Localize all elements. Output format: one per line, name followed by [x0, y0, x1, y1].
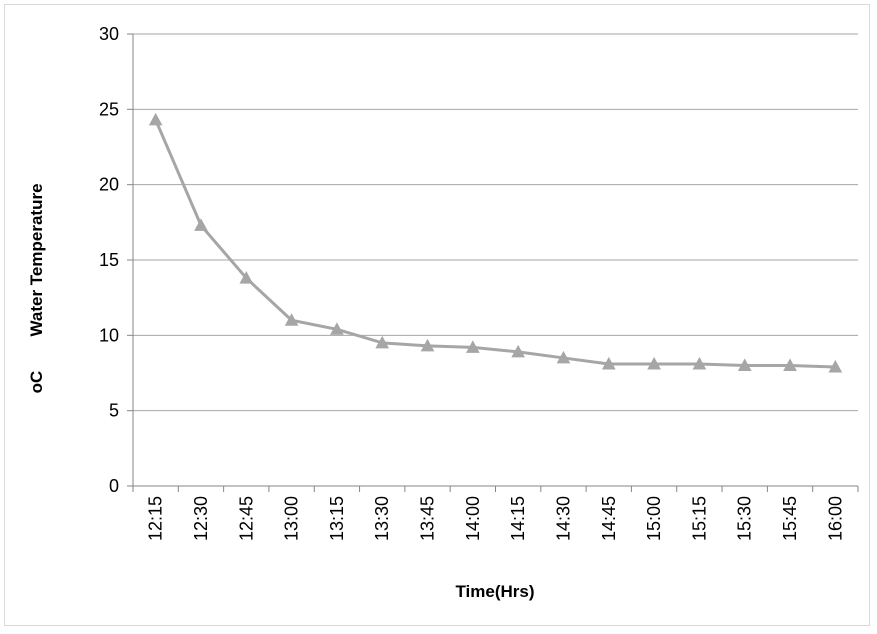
data-point-marker: [601, 356, 616, 370]
data-point-marker: [284, 313, 299, 326]
x-tick-label: 13:15: [327, 496, 347, 541]
y-tick-label: 30: [99, 24, 119, 44]
x-axis-ticks: 12:15 12:30 12:45 13:00 13:15 13:30 13:45 14:00…: [132, 486, 859, 541]
x-tick-label: 13:45: [418, 496, 438, 541]
x-tick-label: 15:15: [689, 496, 709, 541]
x-tick-label: 14:00: [463, 496, 483, 541]
data-point-marker: [420, 338, 435, 352]
x-tick-label: 13:00: [282, 496, 302, 541]
data-point-marker: [737, 358, 752, 371]
data-point-marker: [330, 322, 344, 335]
data-point-marker: [783, 358, 797, 371]
chart-frame: [4, 4, 870, 626]
y-tick-label: 20: [99, 175, 119, 195]
data-point-marker: [647, 356, 661, 370]
data-point-marker: [692, 356, 707, 370]
x-axis-title: Time(Hrs): [455, 582, 534, 601]
data-point-marker: [511, 344, 525, 358]
data-point-marker: [466, 340, 480, 353]
data-point-marker: [556, 350, 571, 364]
y-tick-label: 0: [109, 476, 119, 496]
data-point-marker: [148, 112, 163, 126]
data-series: [148, 112, 843, 373]
x-tick-label: 16:00: [825, 496, 845, 541]
data-point-marker: [194, 218, 208, 231]
x-tick-label: 14:30: [553, 496, 573, 541]
y-axis-ticks: 0 5 10 15 20 25 30: [99, 24, 133, 496]
x-tick-label: 12:30: [191, 496, 211, 541]
x-tick-label: 12:45: [236, 496, 256, 541]
x-tick-label: 12:15: [146, 496, 166, 541]
x-tick-label: 15:00: [644, 496, 664, 541]
x-tick-label: 14:15: [508, 496, 528, 541]
series-line: [154, 119, 836, 369]
x-tick-label: 15:30: [735, 496, 755, 541]
x-tick-label: 13:30: [372, 496, 392, 541]
y-axis-title-unit: oC: [27, 371, 46, 394]
data-point-marker: [828, 359, 843, 373]
y-axis-title: Water Temperature: [27, 183, 46, 336]
y-tick-label: 15: [99, 250, 119, 270]
x-tick-label: 14:45: [599, 496, 619, 541]
y-tick-label: 5: [109, 401, 119, 421]
y-tick-label: 10: [99, 325, 119, 345]
y-axis-title-main: Water Temperature: [27, 183, 46, 336]
gridlines: [133, 33, 858, 412]
data-point-marker: [375, 335, 390, 349]
data-point-marker: [239, 271, 254, 284]
y-tick-label: 25: [99, 99, 119, 119]
x-tick-label: 15:45: [780, 496, 800, 541]
